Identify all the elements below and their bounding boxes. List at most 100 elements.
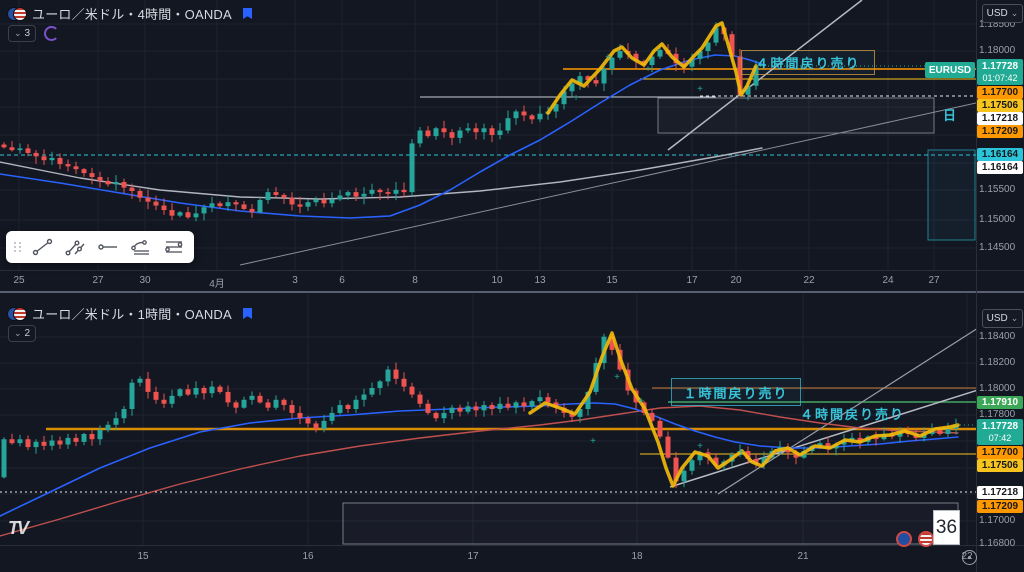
trend-line-tool-icon[interactable] [28,234,58,260]
bottom-chart-title[interactable]: ユーロ／米ドル・1時間・OANDA [32,307,232,322]
price-badge[interactable]: 1.16164 [977,161,1023,174]
toolbar-drag-handle-icon[interactable] [14,242,22,252]
time-label: 22 [803,275,815,286]
scale-reset-icon[interactable] [962,550,977,565]
price-label: 1.17800 [979,409,1016,420]
time-label: 8 [412,275,418,286]
event-count-badge[interactable]: 36 [933,510,960,545]
price-badge[interactable]: 1.17209 [977,500,1023,513]
tradingview-logo[interactable]: TV [8,518,29,538]
time-label: 17 [467,551,479,562]
pivot-marker-icon: + [605,52,611,63]
chart-pane-1: + + + + + [0,294,978,545]
parallel-channel-tool-icon[interactable] [61,234,91,260]
horizontal-line-tool-icon[interactable] [94,234,124,260]
time-label: 10 [491,275,503,286]
annotation-daily-label[interactable]: 日 [943,108,959,123]
top-indicators-collapse-chip[interactable]: ⌄ 3 [8,25,37,42]
flag-bookmark-icon[interactable] [241,7,254,20]
price-badge[interactable]: 1.17218 [977,112,1023,125]
annotation-1h-sell-zone[interactable]: １時間戻り売り [671,378,801,406]
trend-line[interactable] [667,0,863,151]
eu-economic-event-icon[interactable] [896,531,912,547]
time-label: 24 [882,275,894,286]
symbol-pair-icon [7,306,27,321]
price-badge[interactable]: 1.17728 07:42 [977,419,1023,445]
price-badge[interactable]: 1.16164 [977,148,1023,161]
time-label: 15 [137,551,149,562]
trend-line[interactable] [239,102,976,266]
time-label: 30 [139,275,151,286]
chevron-down-icon: ⌄ [14,28,22,38]
time-label: 17 [686,275,698,286]
time-label: 16 [302,551,314,562]
bottom-time-axis-border [0,545,1024,546]
price-badge[interactable]: 1.17506 [977,99,1023,112]
price-badge[interactable]: 1.17728 01:07:42 [977,59,1023,85]
price-label: 1.18200 [979,357,1016,368]
top-chart-title[interactable]: ユーロ／米ドル・4時間・OANDA [32,7,232,22]
pivot-marker-icon: + [590,436,596,447]
time-label: 27 [92,275,104,286]
bottom-indicators-collapse-chip[interactable]: ⌄ 2 [8,325,37,342]
polyline-tool-icon[interactable] [126,234,156,260]
time-label: 15 [606,275,618,286]
price-badge[interactable]: 1.17209 [977,125,1023,138]
zone-box[interactable] [342,502,959,545]
zone-box[interactable] [657,97,935,134]
chevron-down-icon: ⌄ [14,328,22,338]
bottom-collapse-count: 2 [24,328,31,339]
top-time-axis-border [0,270,1024,271]
symbol-pair-icon [7,6,27,21]
trend-line[interactable] [669,389,978,488]
currency-label: USD [986,313,1008,324]
chevron-down-icon: ⌄ [1010,8,1019,18]
time-label: 4月 [209,279,225,290]
price-label: 1.15000 [979,214,1016,225]
price-label: 1.16800 [979,538,1016,549]
price-badge[interactable]: 1.17700 [977,446,1023,459]
pivot-marker-icon: + [638,396,644,407]
pane-divider[interactable] [0,291,1024,293]
time-label: 18 [631,551,643,562]
zigzag-highlight-line[interactable] [546,21,758,115]
bottom-currency-dropdown[interactable]: USD ⌄ [982,309,1023,328]
zone-box[interactable] [927,149,976,241]
loading-spinner-icon [44,26,59,41]
price-label: 1.18000 [979,383,1016,394]
top-collapse-count: 3 [24,28,31,39]
zigzag-highlight-line[interactable] [528,331,960,488]
top-pane-header: ユーロ／米ドル・4時間・OANDA [7,4,254,23]
drawing-toolbar [6,231,194,263]
parallel-lines-tool-icon[interactable] [159,234,189,260]
time-label: 25 [13,275,25,286]
pivot-marker-icon: + [697,441,703,452]
time-label: 3 [292,275,298,286]
flag-bookmark-icon[interactable] [241,307,254,320]
price-badge[interactable]: 1.17218 [977,486,1023,499]
price-badge[interactable]: 1.17506 [977,459,1023,472]
price-label: 1.15500 [979,184,1016,195]
price-label: 1.14500 [979,242,1016,253]
chart-pane-0: + + + + [0,0,976,270]
pivot-marker-icon: + [738,447,744,458]
annotation-4h-sell-label[interactable]: ４時間戻り売り [800,407,906,422]
bottom-pane-header: ユーロ／米ドル・1時間・OANDA [7,304,254,323]
time-label: 27 [928,275,940,286]
pivot-marker-icon: + [573,93,579,104]
time-label: 21 [797,551,809,562]
annotation-4h-sell-zone[interactable]: ４時間戻り売り [741,50,875,75]
price-label: 1.18400 [979,331,1016,342]
price-label: 1.17000 [979,515,1016,526]
price-badge[interactable]: 1.17700 [977,86,1023,99]
pivot-marker-icon: + [614,372,620,383]
price-badge[interactable]: 1.17910 [977,396,1023,409]
price-label: 1.18500 [979,19,1016,30]
slow-ma-line[interactable] [0,147,763,200]
top-currency-dropdown[interactable]: USD ⌄ [982,4,1023,23]
countdown-timer: 07:42 [988,432,1012,443]
price-label: 1.18000 [979,45,1016,56]
us-economic-event-icon[interactable] [918,531,934,547]
currency-label: USD [986,8,1008,19]
